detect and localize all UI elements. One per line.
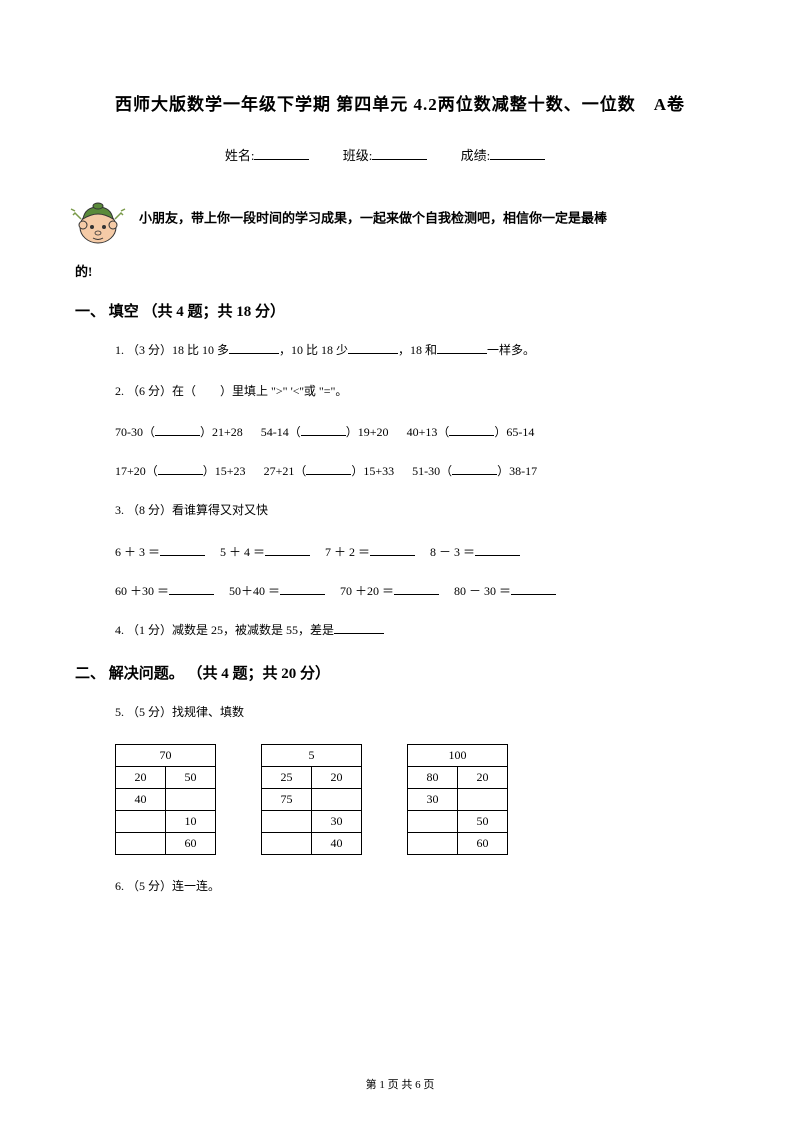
blank xyxy=(301,423,346,436)
blank xyxy=(437,341,487,354)
blank xyxy=(452,462,497,475)
expr: 8 － 3 ＝ xyxy=(430,545,475,559)
blank xyxy=(348,341,398,354)
name-blank xyxy=(254,159,309,160)
class-blank xyxy=(372,159,427,160)
expr: ）15+33 xyxy=(351,464,394,478)
expr: 6 ＋ 3 ＝ xyxy=(115,545,160,559)
cell: 50 xyxy=(166,766,216,788)
cell: 40 xyxy=(312,832,362,854)
expr: 70-30（ xyxy=(115,425,155,439)
pattern-tables: 70 2050 40 10 60 5 2520 75 30 40 100 802… xyxy=(115,744,725,855)
cell: 20 xyxy=(312,766,362,788)
cell xyxy=(262,810,312,832)
question-3-row1: 6 ＋ 3 ＝ 5 ＋ 4 ＝ 7 ＋ 2 ＝ 8 － 3 ＝ xyxy=(115,543,725,560)
cell: 30 xyxy=(408,788,458,810)
table-header: 5 xyxy=(262,744,362,766)
q1-prefix: 1. （3 分）18 比 10 多 xyxy=(115,343,229,357)
pattern-table-2: 5 2520 75 30 40 xyxy=(261,744,362,855)
class-label: 班级: xyxy=(343,148,373,163)
blank xyxy=(155,423,200,436)
blank xyxy=(229,341,279,354)
expr: 5 ＋ 4 ＝ xyxy=(220,545,265,559)
cell: 50 xyxy=(458,810,508,832)
blank xyxy=(334,621,384,634)
blank xyxy=(160,543,205,556)
expr: ）15+23 xyxy=(203,464,246,478)
q1-mid2: ，18 和 xyxy=(398,343,437,357)
q1-mid1: ，10 比 18 少 xyxy=(279,343,348,357)
pattern-table-1: 70 2050 40 10 60 xyxy=(115,744,216,855)
cell xyxy=(262,832,312,854)
blank xyxy=(280,582,325,595)
message-text-1: 小朋友，带上你一段时间的学习成果，一起来做个自我检测吧，相信你一定是最棒 xyxy=(139,211,607,226)
q1-suffix: 一样多。 xyxy=(487,343,535,357)
message-text-2: 的! xyxy=(75,261,725,280)
cell: 25 xyxy=(262,766,312,788)
page-footer: 第 1 页 共 6 页 xyxy=(0,1076,800,1092)
cell xyxy=(312,788,362,810)
expr: 50＋40 ＝ xyxy=(229,584,280,598)
cell: 20 xyxy=(116,766,166,788)
cell: 60 xyxy=(458,832,508,854)
q4-prefix: 4. （1 分）减数是 25，被减数是 55，差是 xyxy=(115,623,334,637)
expr: 51-30（ xyxy=(412,464,452,478)
expr: 60 ＋30 ＝ xyxy=(115,584,169,598)
cell xyxy=(458,788,508,810)
cell xyxy=(166,788,216,810)
question-5: 5. （5 分）找规律、填数 xyxy=(115,703,725,722)
expr: 54-14（ xyxy=(261,425,301,439)
blank xyxy=(265,543,310,556)
blank xyxy=(169,582,214,595)
question-2: 2. （6 分）在（ ）里填上 ">" '<''或 "="。 xyxy=(115,382,725,401)
cell xyxy=(408,832,458,854)
student-info: 姓名: 班级: 成绩: xyxy=(75,145,725,164)
cell: 75 xyxy=(262,788,312,810)
expr: 17+20（ xyxy=(115,464,158,478)
cell xyxy=(116,810,166,832)
table-header: 100 xyxy=(408,744,508,766)
cell: 20 xyxy=(458,766,508,788)
cell xyxy=(408,810,458,832)
section-1-heading: 一、 填空 （共 4 题；共 18 分） xyxy=(75,300,725,321)
cell: 60 xyxy=(166,832,216,854)
cell: 40 xyxy=(116,788,166,810)
expr: 7 ＋ 2 ＝ xyxy=(325,545,370,559)
expr: 40+13（ xyxy=(407,425,450,439)
page-title: 西师大版数学一年级下学期 第四单元 4.2两位数减整十数、一位数 A卷 xyxy=(75,90,725,115)
question-2-row1: 70-30（ ）21+28 54-14（ ）19+20 40+13（ ）65-14 xyxy=(115,423,725,440)
cell: 10 xyxy=(166,810,216,832)
table-header: 70 xyxy=(116,744,216,766)
blank xyxy=(449,423,494,436)
blank xyxy=(394,582,439,595)
blank xyxy=(306,462,351,475)
expr: ）38-17 xyxy=(497,464,537,478)
expr: ）21+28 xyxy=(200,425,243,439)
message-row: 小朋友，带上你一段时间的学习成果，一起来做个自我检测吧，相信你一定是最棒 xyxy=(75,189,725,249)
cell: 30 xyxy=(312,810,362,832)
section-2-heading: 二、 解决问题。 （共 4 题；共 20 分） xyxy=(75,662,725,683)
expr: 27+21（ xyxy=(264,464,307,478)
question-1: 1. （3 分）18 比 10 多 ，10 比 18 少 ，18 和 一样多。 xyxy=(115,341,725,360)
pattern-table-3: 100 8020 30 50 60 xyxy=(407,744,508,855)
cell xyxy=(116,832,166,854)
expr: 80 － 30 ＝ xyxy=(454,584,511,598)
blank xyxy=(475,543,520,556)
cartoon-icon xyxy=(65,189,135,249)
blank xyxy=(158,462,203,475)
cell: 80 xyxy=(408,766,458,788)
blank xyxy=(370,543,415,556)
question-3-row2: 60 ＋30 ＝ 50＋40 ＝ 70 ＋20 ＝ 80 － 30 ＝ xyxy=(115,582,725,599)
score-blank xyxy=(490,159,545,160)
question-6: 6. （5 分）连一连。 xyxy=(115,877,725,896)
score-label: 成绩: xyxy=(461,148,491,163)
name-label: 姓名: xyxy=(225,148,255,163)
expr: 70 ＋20 ＝ xyxy=(340,584,394,598)
question-3: 3. （8 分）看谁算得又对又快 xyxy=(115,501,725,520)
blank xyxy=(511,582,556,595)
expr: ）65-14 xyxy=(494,425,534,439)
question-4: 4. （1 分）减数是 25，被减数是 55，差是 xyxy=(115,621,725,640)
question-2-row2: 17+20（ ）15+23 27+21（ ）15+33 51-30（ ）38-17 xyxy=(115,462,725,479)
expr: ）19+20 xyxy=(346,425,389,439)
